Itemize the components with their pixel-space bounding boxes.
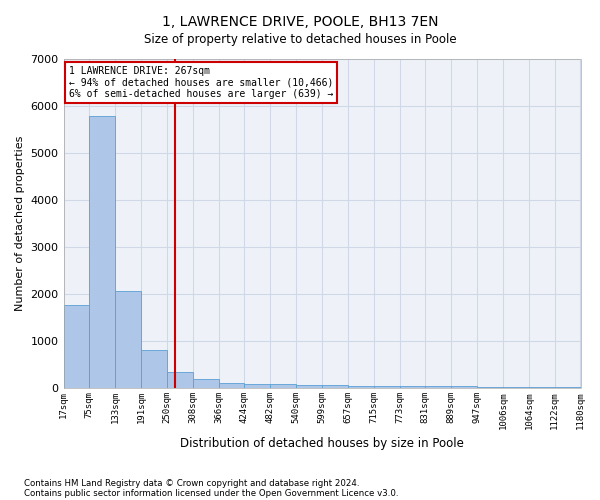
Bar xyxy=(296,385,322,388)
Bar xyxy=(218,382,244,388)
Bar xyxy=(89,116,115,388)
Bar xyxy=(348,386,374,388)
Bar xyxy=(529,387,555,388)
Text: 1 LAWRENCE DRIVE: 267sqm
← 94% of detached houses are smaller (10,466)
6% of sem: 1 LAWRENCE DRIVE: 267sqm ← 94% of detach… xyxy=(69,66,333,99)
Bar xyxy=(115,292,141,388)
Text: 1, LAWRENCE DRIVE, POOLE, BH13 7EN: 1, LAWRENCE DRIVE, POOLE, BH13 7EN xyxy=(162,15,438,29)
Bar xyxy=(167,372,193,388)
Bar xyxy=(451,386,477,388)
Bar xyxy=(477,386,503,388)
Bar xyxy=(64,304,89,388)
Bar xyxy=(555,387,581,388)
Bar xyxy=(503,387,529,388)
Bar xyxy=(400,386,425,388)
Y-axis label: Number of detached properties: Number of detached properties xyxy=(15,136,25,312)
X-axis label: Distribution of detached houses by size in Poole: Distribution of detached houses by size … xyxy=(180,437,464,450)
Text: Size of property relative to detached houses in Poole: Size of property relative to detached ho… xyxy=(143,32,457,46)
Bar xyxy=(244,384,270,388)
Bar xyxy=(141,350,167,389)
Bar xyxy=(193,380,218,388)
Text: Contains public sector information licensed under the Open Government Licence v3: Contains public sector information licen… xyxy=(24,488,398,498)
Bar xyxy=(270,384,296,388)
Bar xyxy=(374,386,400,388)
Bar xyxy=(322,386,348,388)
Text: Contains HM Land Registry data © Crown copyright and database right 2024.: Contains HM Land Registry data © Crown c… xyxy=(24,478,359,488)
Bar xyxy=(425,386,451,388)
